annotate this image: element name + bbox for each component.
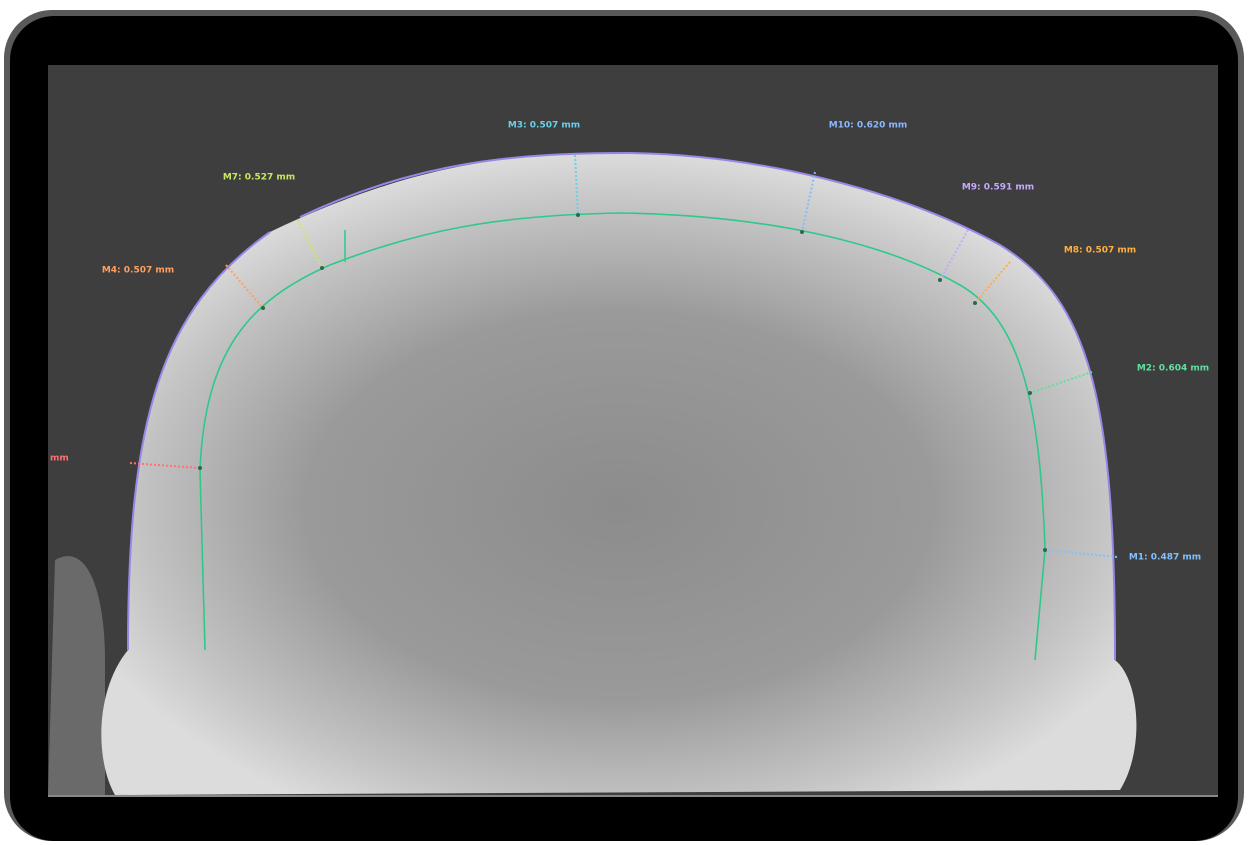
measure-label: M8: 0.507 mm [1064,246,1136,256]
measure-point [800,230,804,234]
measure-label: mm [50,454,69,464]
image-border [48,795,1218,797]
measure-label: M9: 0.591 mm [962,183,1034,193]
measure-line [939,229,969,281]
measure-point [261,306,265,310]
measure-label: M3: 0.507 mm [508,121,580,131]
outer-contour [127,151,1116,661]
measure-label: M4: 0.507 mm [102,266,174,276]
measure-label: M2: 0.604 mm [1137,364,1209,374]
measure-line [297,219,323,269]
measure-point [320,266,324,270]
measure-line [974,261,1011,304]
measure-point [1028,391,1032,395]
inner-contour [199,212,1046,661]
measure-label: M10: 0.620 mm [829,121,908,131]
measure-label: M1: 0.487 mm [1129,553,1201,563]
measure-line [225,264,264,309]
measure-label: M7: 0.527 mm [223,173,295,183]
measure-point [938,278,942,282]
measure-line [1044,549,1118,558]
left-shadow [48,556,105,795]
measure-line [1029,371,1093,394]
measure-point [576,213,580,217]
image [48,65,1218,795]
specimen [101,153,1137,795]
measure-point [1043,548,1047,552]
measure-point [198,466,202,470]
measure-point [973,301,977,305]
